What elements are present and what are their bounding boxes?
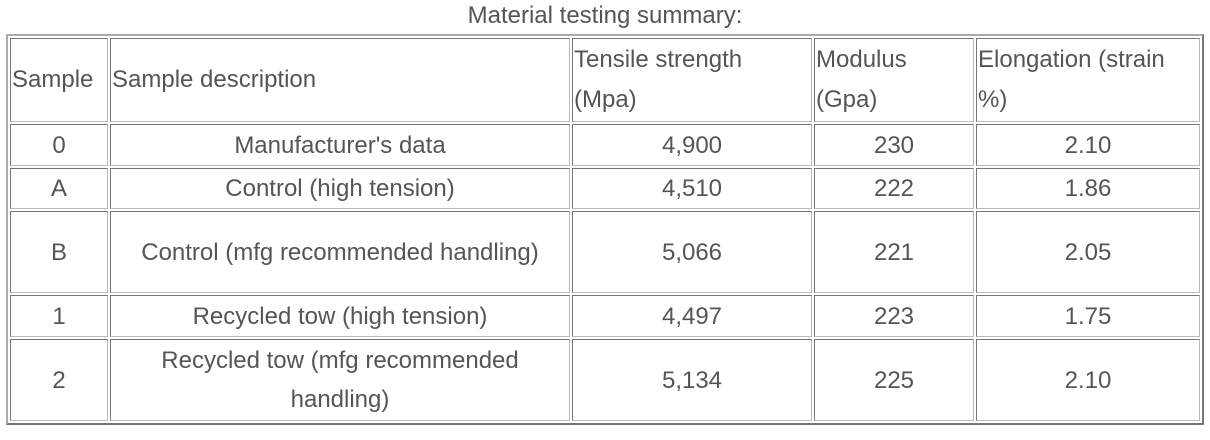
table-cell: Recycled tow (mfg recommended handling) xyxy=(110,339,570,421)
header-cell: Sample xyxy=(10,38,108,122)
table-cell: 1.86 xyxy=(976,168,1200,209)
table-row: A Control (high tension) 4,510 222 1.86 xyxy=(10,168,1200,209)
table-caption: Material testing summary: xyxy=(467,2,743,29)
table-container: Material testing summary: Sample Sample d… xyxy=(6,0,1204,425)
table-row: 0 Manufacturer's data 4,900 230 2.10 xyxy=(10,124,1200,166)
table-cell: Recycled tow (high tension) xyxy=(110,295,570,337)
table-cell: 0 xyxy=(10,124,108,166)
table-cell: 223 xyxy=(814,295,974,337)
table-cell: Manufacturer's data xyxy=(110,124,570,166)
table-cell: 2.10 xyxy=(976,339,1200,421)
table-cell: 2.05 xyxy=(976,211,1200,293)
table-cell: 1.75 xyxy=(976,295,1200,337)
table-body: 0 Manufacturer's data 4,900 230 2.10 A Control… xyxy=(10,124,1200,421)
header-row: Sample Sample description Tensile strength… xyxy=(10,38,1200,122)
table-cell: 230 xyxy=(814,124,974,166)
table-cell: Control (high tension) xyxy=(110,168,570,209)
table-cell: 222 xyxy=(814,168,974,209)
table-cell: 4,900 xyxy=(572,124,812,166)
table-cell: 2.10 xyxy=(976,124,1200,166)
table-row: 2 Recycled tow (mfg recommended handling)… xyxy=(10,339,1200,421)
table-cell: Control (mfg recommended handling) xyxy=(110,211,570,293)
table-cell: B xyxy=(10,211,108,293)
table-cell: A xyxy=(10,168,108,209)
table-cell: 2 xyxy=(10,339,108,421)
header-cell: Sample description xyxy=(110,38,570,122)
data-table: Sample Sample description Tensile strength… xyxy=(6,34,1204,425)
header-cell: Modulus (Gpa) xyxy=(814,38,974,122)
table-cell: 5,066 xyxy=(572,211,812,293)
table-cell: 1 xyxy=(10,295,108,337)
header-cell: Elongation (strain %) xyxy=(976,38,1200,122)
table-cell: 5,134 xyxy=(572,339,812,421)
table-cell: 4,497 xyxy=(572,295,812,337)
table-cell: 4,510 xyxy=(572,168,812,209)
table-cell: 225 xyxy=(814,339,974,421)
table-row: 1 Recycled tow (high tension) 4,497 223 1.75 xyxy=(10,295,1200,337)
header-cell: Tensile strength (Mpa) xyxy=(572,38,812,122)
table-cell: 221 xyxy=(814,211,974,293)
table-row: B Control (mfg recommended handling) 5,066… xyxy=(10,211,1200,293)
